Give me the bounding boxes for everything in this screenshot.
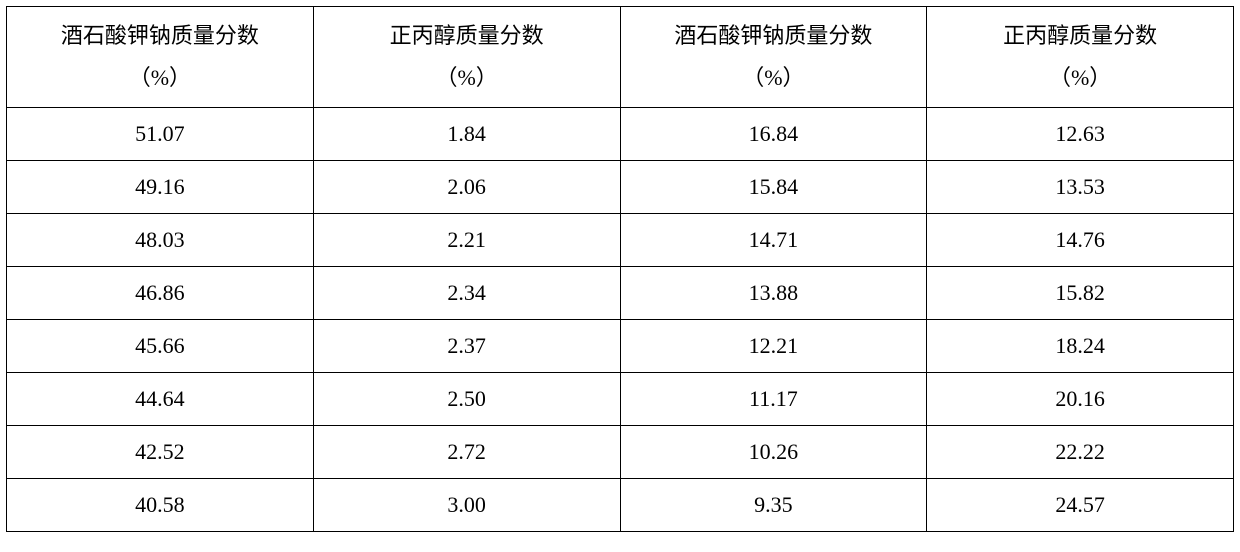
cell: 49.16 <box>7 161 314 214</box>
cell: 12.21 <box>620 320 927 373</box>
col-header-1-line1: 酒石酸钾钠质量分数 <box>11 15 309 57</box>
cell: 15.82 <box>927 267 1234 320</box>
cell: 46.86 <box>7 267 314 320</box>
table-row: 42.52 2.72 10.26 22.22 <box>7 426 1234 479</box>
table-body: 51.07 1.84 16.84 12.63 49.16 2.06 15.84 … <box>7 108 1234 532</box>
cell: 42.52 <box>7 426 314 479</box>
cell: 2.06 <box>313 161 620 214</box>
col-header-4-line1: 正丙醇质量分数 <box>931 15 1229 57</box>
col-header-1-line2: （%） <box>11 57 309 99</box>
cell: 15.84 <box>620 161 927 214</box>
col-header-4: 正丙醇质量分数 （%） <box>927 7 1234 108</box>
cell: 14.76 <box>927 214 1234 267</box>
cell: 10.26 <box>620 426 927 479</box>
col-header-3-line1: 酒石酸钾钠质量分数 <box>625 15 923 57</box>
cell: 20.16 <box>927 373 1234 426</box>
cell: 51.07 <box>7 108 314 161</box>
cell: 3.00 <box>313 479 620 532</box>
table-row: 44.64 2.50 11.17 20.16 <box>7 373 1234 426</box>
table-header: 酒石酸钾钠质量分数 （%） 正丙醇质量分数 （%） 酒石酸钾钠质量分数 （%） … <box>7 7 1234 108</box>
col-header-3-line2: （%） <box>625 57 923 99</box>
col-header-3: 酒石酸钾钠质量分数 （%） <box>620 7 927 108</box>
cell: 44.64 <box>7 373 314 426</box>
cell: 22.22 <box>927 426 1234 479</box>
data-table: 酒石酸钾钠质量分数 （%） 正丙醇质量分数 （%） 酒石酸钾钠质量分数 （%） … <box>6 6 1234 532</box>
cell: 13.88 <box>620 267 927 320</box>
table-row: 45.66 2.37 12.21 18.24 <box>7 320 1234 373</box>
cell: 12.63 <box>927 108 1234 161</box>
col-header-2-line2: （%） <box>318 57 616 99</box>
cell: 2.21 <box>313 214 620 267</box>
cell: 11.17 <box>620 373 927 426</box>
cell: 18.24 <box>927 320 1234 373</box>
cell: 24.57 <box>927 479 1234 532</box>
header-row: 酒石酸钾钠质量分数 （%） 正丙醇质量分数 （%） 酒石酸钾钠质量分数 （%） … <box>7 7 1234 108</box>
cell: 2.37 <box>313 320 620 373</box>
cell: 2.34 <box>313 267 620 320</box>
cell: 16.84 <box>620 108 927 161</box>
cell: 2.50 <box>313 373 620 426</box>
cell: 40.58 <box>7 479 314 532</box>
cell: 2.72 <box>313 426 620 479</box>
table-row: 40.58 3.00 9.35 24.57 <box>7 479 1234 532</box>
table-row: 49.16 2.06 15.84 13.53 <box>7 161 1234 214</box>
col-header-2-line1: 正丙醇质量分数 <box>318 15 616 57</box>
cell: 1.84 <box>313 108 620 161</box>
cell: 9.35 <box>620 479 927 532</box>
col-header-2: 正丙醇质量分数 （%） <box>313 7 620 108</box>
table-row: 48.03 2.21 14.71 14.76 <box>7 214 1234 267</box>
cell: 13.53 <box>927 161 1234 214</box>
table-row: 51.07 1.84 16.84 12.63 <box>7 108 1234 161</box>
cell: 45.66 <box>7 320 314 373</box>
table-row: 46.86 2.34 13.88 15.82 <box>7 267 1234 320</box>
col-header-1: 酒石酸钾钠质量分数 （%） <box>7 7 314 108</box>
cell: 48.03 <box>7 214 314 267</box>
cell: 14.71 <box>620 214 927 267</box>
col-header-4-line2: （%） <box>931 57 1229 99</box>
